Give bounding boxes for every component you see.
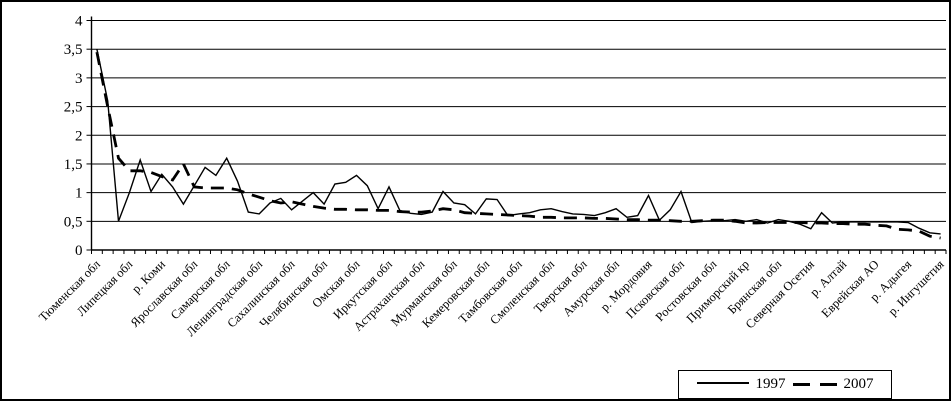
y-tick-label: 2,5 [64, 100, 83, 116]
series-line-1997 [96, 49, 941, 235]
series-line-2007 [95, 51, 941, 240]
legend-label-1997: 1997 [755, 376, 786, 392]
y-tick-label: 0,5 [64, 214, 83, 230]
y-tick-label: 4 [75, 14, 83, 30]
legend-solid-line-sample [696, 382, 749, 387]
y-tick-label: 3,5 [64, 42, 83, 58]
y-tick-label: 2 [75, 128, 83, 144]
y-tick-label: 0 [75, 243, 83, 259]
legend-label-2007: 2007 [843, 376, 874, 392]
y-tick-label: 1,5 [64, 157, 83, 173]
y-tick-label: 3 [75, 71, 83, 87]
chart-legend: 1997 2007 [678, 370, 892, 399]
y-tick-label: 1 [75, 186, 83, 202]
legend-dashed-line-sample [792, 383, 837, 386]
